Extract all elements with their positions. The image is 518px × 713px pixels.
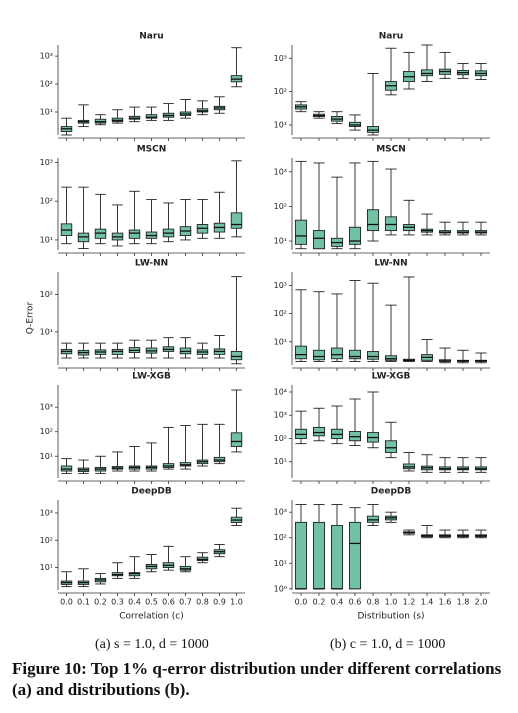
x-tick-label: 0.8 [196,598,209,607]
panel-title: MSCN [137,145,167,155]
y-tick-label: 10³ [40,509,53,518]
box [420,69,434,77]
subcaption: (a) s = 1.0, d = 1000 [95,637,209,652]
x-tick-label: 0.7 [179,598,192,607]
x-tick-label: 0.1 [77,598,90,607]
y-tick-label: 10² [274,434,287,443]
y-tick-label: 10¹ [274,559,287,568]
x-tick-label: 0.6 [162,598,175,607]
y-tick-label: 10³ [40,52,53,61]
box [230,350,243,361]
x-tick-label: 1.8 [457,598,470,607]
y-tick-label: 10³ [40,158,53,167]
box [366,209,380,232]
box [384,216,398,232]
box [384,355,398,361]
y-tick-label: 10³ [274,167,287,176]
panel-title: Naru [139,32,163,42]
y-tick-label: 10³ [274,411,287,420]
y-tick-label: 10² [274,309,287,318]
y-tick-label: 10¹ [40,452,53,461]
x-tick-label: 0.0 [60,598,73,607]
box [294,219,308,245]
box [312,230,326,250]
y-tick-label: 10¹ [274,457,287,466]
y-tick-label: 10² [274,533,287,542]
y-tick-label: 10¹ [40,235,53,244]
x-tick-label: 0.0 [295,598,308,607]
panel-title: LW-NN [374,259,407,269]
box [330,525,344,590]
x-tick-label: 1.4 [421,598,434,607]
box [294,521,308,590]
x-tick-label: 0.2 [94,598,107,607]
y-tick-label: 10¹ [40,107,53,116]
box [366,351,380,360]
panel-title: Naru [379,32,403,42]
y-tick-label: 10¹ [40,563,53,572]
panel-title: DeepDB [371,487,412,497]
y-tick-label: 10² [274,87,287,96]
box [145,114,158,119]
panel-title: MSCN [376,145,406,155]
x-tick-label: 0.9 [213,598,226,607]
box [384,440,398,453]
x-tick-label: 0.5 [145,598,158,607]
y-tick-label: 10⁴ [274,387,287,396]
subcaption: (b) c = 1.0, d = 1000 [330,637,446,652]
y-tick-label: 10² [40,536,53,545]
x-tick-label: 0.8 [367,598,380,607]
box [312,349,326,361]
x-tick-label: 0.4 [331,598,344,607]
y-tick-label: 10³ [274,508,287,517]
box [312,521,326,590]
box [312,426,326,437]
x-tick-label: 0.3 [111,598,124,607]
box [128,229,141,239]
box [348,521,362,590]
y-tick-label: 10² [40,197,53,206]
panel-title: LW-XGB [132,372,171,382]
panel-title: LW-NN [135,259,168,269]
box [230,432,243,447]
y-tick-label: 10² [40,80,53,89]
box [230,212,243,229]
x-tick-label: 1.6 [439,598,452,607]
box [348,226,362,245]
x-axis-label: Distribution (s) [357,612,424,622]
box [366,126,380,133]
y-axis-label: Q-Error [26,301,36,334]
y-tick-label: 10³ [274,281,287,290]
y-tick-label: 10³ [274,54,287,63]
y-tick-label: 10² [40,427,53,436]
x-tick-label: 1.2 [403,598,416,607]
box [348,349,362,360]
y-tick-label: 10⁰ [274,584,287,593]
panel-title: LW-XGB [372,372,411,382]
y-tick-label: 10¹ [274,337,287,346]
figure: Q-Error Naru 10¹ 10² 10³ Naru 10¹ 10² 10³ MSCN 10… [26,32,490,622]
x-tick-label: 1.0 [230,598,243,607]
figure-caption: Figure 10: Top 1% q-error distribution u… [12,659,502,699]
panel-title: DeepDB [131,487,172,497]
y-tick-label: 10¹ [274,237,287,246]
box [294,345,308,360]
y-tick-label: 10¹ [40,327,53,336]
x-tick-label: 0.6 [349,598,362,607]
y-tick-label: 10² [40,290,53,299]
x-axis-label: Correlation (c) [119,612,183,622]
y-tick-label: 10³ [40,403,53,412]
x-tick-label: 1.0 [385,598,398,607]
x-tick-label: 0.2 [313,598,326,607]
x-tick-label: 0.4 [128,598,141,607]
y-tick-label: 10¹ [274,120,287,129]
x-tick-label: 2.0 [475,598,488,607]
box [330,347,344,360]
y-tick-label: 10² [274,202,287,211]
